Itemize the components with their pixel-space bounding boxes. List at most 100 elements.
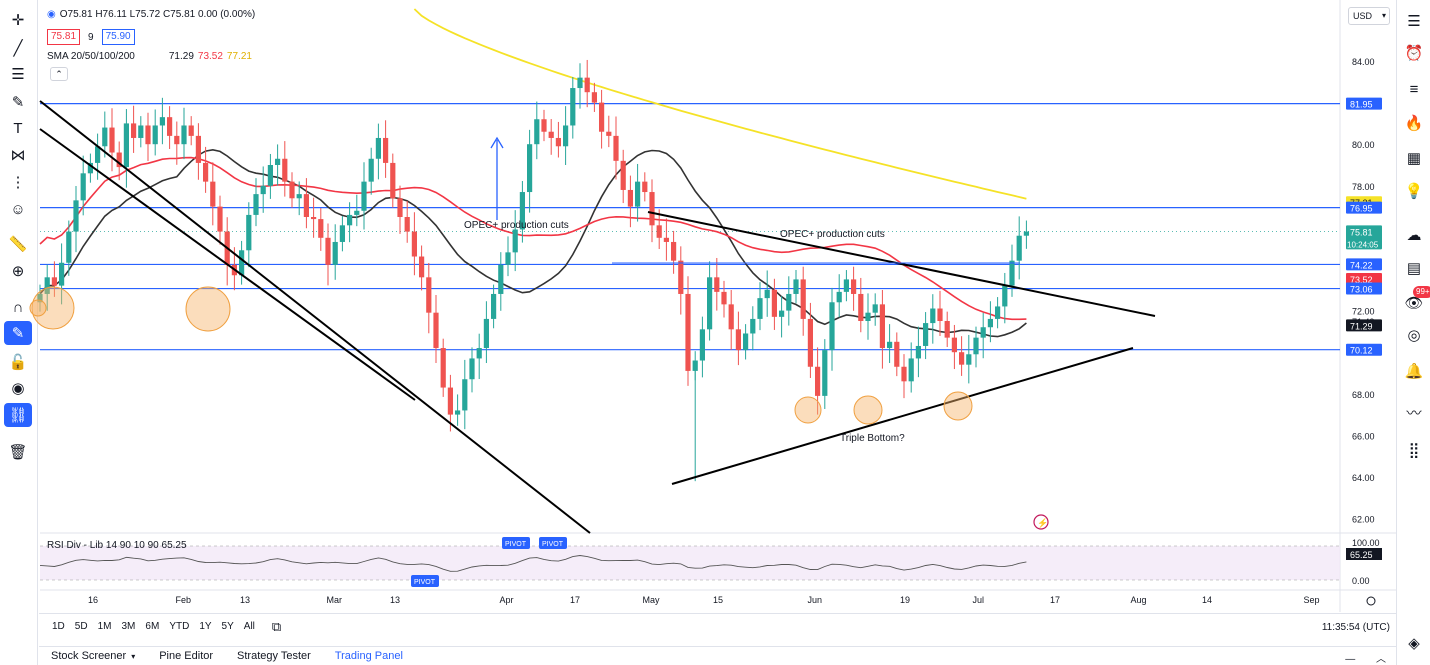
price-label-box[interactable] xyxy=(1346,201,1382,214)
candle-body[interactable] xyxy=(973,337,979,355)
candle-body[interactable] xyxy=(512,229,518,253)
candle-body[interactable] xyxy=(462,379,468,411)
candle-body[interactable] xyxy=(188,125,194,136)
trendline-descending-long[interactable] xyxy=(39,100,591,534)
candle-body[interactable] xyxy=(181,125,187,145)
range-button-1y[interactable]: 1Y xyxy=(199,621,212,632)
candle-body[interactable] xyxy=(815,366,821,396)
candle-body[interactable] xyxy=(606,131,612,136)
candle-body[interactable] xyxy=(721,291,727,305)
grid-icon[interactable]: ⣿ xyxy=(1408,442,1420,459)
candle-body[interactable] xyxy=(541,119,547,132)
price-label-box[interactable] xyxy=(1346,282,1382,295)
candle-body[interactable] xyxy=(714,277,720,292)
candle-body[interactable] xyxy=(757,298,763,319)
date-range-icon[interactable]: ⧉ xyxy=(271,618,282,634)
candle-body[interactable] xyxy=(109,127,115,153)
highlight-circle[interactable] xyxy=(185,286,231,332)
notifications-icon[interactable]: 👁 99+ xyxy=(1401,286,1430,316)
candle-body[interactable] xyxy=(627,189,633,207)
settings-icon[interactable] xyxy=(1366,596,1376,606)
candle-body[interactable] xyxy=(282,158,288,182)
link-icon[interactable]: ⛓ xyxy=(4,403,32,427)
candle-body[interactable] xyxy=(527,144,533,193)
pivot-label-box[interactable] xyxy=(411,575,439,587)
candle-body[interactable] xyxy=(836,291,842,303)
candle-body[interactable] xyxy=(354,210,360,215)
candle-body[interactable] xyxy=(95,146,101,163)
candle-body[interactable] xyxy=(87,162,93,174)
candle-body[interactable] xyxy=(793,279,799,294)
candle-body[interactable] xyxy=(318,219,324,238)
highlight-circle[interactable] xyxy=(31,286,75,330)
candle-body[interactable] xyxy=(944,321,950,338)
candle-body[interactable] xyxy=(642,181,648,193)
collapse-legend-button[interactable]: ⌃ xyxy=(50,67,68,81)
bell-icon[interactable]: 🔔 xyxy=(1404,363,1424,380)
layers-icon[interactable]: ◈ xyxy=(1408,635,1420,652)
trash-icon[interactable]: 🗑 xyxy=(8,444,28,461)
candle-body[interactable] xyxy=(750,318,756,334)
candle-body[interactable] xyxy=(707,277,713,330)
highlight-circle[interactable] xyxy=(29,299,47,317)
candle-body[interactable] xyxy=(260,185,266,195)
candle-body[interactable] xyxy=(347,214,353,226)
pivot-label-box[interactable] xyxy=(539,537,567,549)
eye-icon[interactable]: ◉ xyxy=(47,9,56,20)
candle-body[interactable] xyxy=(44,277,50,294)
rsi-legend[interactable]: RSI Div - Lib 14 90 10 90 65.25 xyxy=(47,540,187,551)
candle-body[interactable] xyxy=(829,302,835,351)
candle-body[interactable] xyxy=(987,318,993,328)
candle-body[interactable] xyxy=(951,337,957,353)
tab-stock-screener[interactable]: Stock Screener ▾ xyxy=(39,650,147,662)
price-label-box[interactable] xyxy=(1346,272,1382,285)
add-list-icon[interactable]: ≡ xyxy=(1409,80,1419,98)
candle-body[interactable] xyxy=(570,88,576,126)
price-label-box[interactable] xyxy=(1346,343,1382,356)
minimize-icon[interactable]: — xyxy=(1345,654,1356,665)
candle-body[interactable] xyxy=(361,181,367,211)
candle-body[interactable] xyxy=(440,348,446,388)
candle-body[interactable] xyxy=(851,279,857,294)
candle-body[interactable] xyxy=(822,350,828,396)
candle-body[interactable] xyxy=(498,264,504,294)
candle-body[interactable] xyxy=(275,158,281,165)
eye-icon[interactable]: ◉ xyxy=(11,380,25,397)
candle-body[interactable] xyxy=(138,125,144,138)
lightning-icon[interactable] xyxy=(1033,514,1049,530)
candle-body[interactable] xyxy=(116,152,122,168)
candle-body[interactable] xyxy=(339,225,345,242)
idea-icon[interactable]: 💡 xyxy=(1404,183,1424,200)
candle-body[interactable] xyxy=(51,277,57,286)
candle-body[interactable] xyxy=(692,360,698,371)
fib-icon[interactable]: ☰ xyxy=(11,66,25,83)
sma-label[interactable]: SMA 20/50/100/200 xyxy=(47,51,135,62)
candle-body[interactable] xyxy=(123,123,129,168)
hotlist-icon[interactable]: 🔥 xyxy=(1404,115,1424,132)
news-icon[interactable]: ▤ xyxy=(1406,260,1422,277)
candle-body[interactable] xyxy=(613,135,619,161)
zoom-icon[interactable]: ⊕ xyxy=(11,263,25,280)
candle-body[interactable] xyxy=(131,123,137,138)
crosshair-icon[interactable]: ✛ xyxy=(11,12,25,29)
price-label-box[interactable] xyxy=(1346,97,1382,110)
candle-body[interactable] xyxy=(584,77,590,93)
watchlist-icon[interactable]: ☰ xyxy=(1407,13,1421,30)
price-label-box[interactable] xyxy=(1346,225,1382,250)
candle-body[interactable] xyxy=(267,165,273,186)
candle-body[interactable] xyxy=(296,194,302,199)
candle-body[interactable] xyxy=(332,241,338,265)
candle-body[interactable] xyxy=(764,289,770,299)
candle-body[interactable] xyxy=(239,250,245,276)
currency-select[interactable]: USD ▾ xyxy=(1348,7,1390,25)
candle-body[interactable] xyxy=(66,231,72,263)
candle-body[interactable] xyxy=(491,293,497,319)
highlight-circle[interactable] xyxy=(943,391,973,421)
trendline-lower-triangle[interactable] xyxy=(671,347,1134,485)
candle-body[interactable] xyxy=(779,310,785,317)
candle-body[interactable] xyxy=(1023,231,1029,236)
candle-body[interactable] xyxy=(620,160,626,190)
alarm-icon[interactable]: ⏰ xyxy=(1404,45,1424,62)
candle-body[interactable] xyxy=(534,119,540,145)
